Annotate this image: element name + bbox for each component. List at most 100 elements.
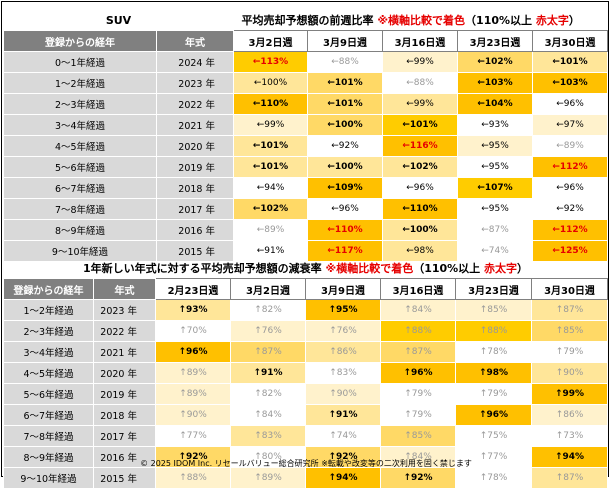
table-row: 3～4年経過 2021 年 ←99% ←100% ←101% ←93% ←97% (3, 114, 609, 136)
ratio-cell: ↑89% (155, 362, 231, 384)
ratio-cell: ←103% (531, 72, 609, 94)
ratio-cell: ↑83% (230, 425, 306, 447)
row-year-label: 2021 年 (156, 114, 234, 136)
ratio-cell: ↑90% (305, 383, 381, 405)
row-age-label: 3～4年経過 (3, 114, 157, 136)
row-year-label: 2023 年 (156, 72, 234, 94)
ratio-cell: ↑96% (380, 362, 456, 384)
ratio-cell: ↑89% (230, 467, 306, 489)
ratio-cell: ↑85% (455, 299, 532, 321)
row-year-label: 2019 年 (93, 383, 156, 405)
row-age-label: 6～7年経過 (3, 404, 94, 426)
ratio-cell: ↑82% (230, 383, 306, 405)
ratio-cell: ↑75% (455, 425, 532, 447)
ratio-cell: ↑93% (155, 299, 231, 321)
category-label: SUV (105, 13, 132, 27)
row-age-label: 5～6年経過 (3, 156, 157, 178)
ratio-cell: ←117% (307, 240, 383, 262)
ratio-cell: ←101% (233, 156, 308, 178)
column-header-date: 3月30日週 (531, 30, 609, 52)
ratio-cell: ←96% (531, 93, 609, 115)
ratio-cell: ↑77% (455, 446, 532, 468)
copyright-footer: © 2025 IDOM Inc. リセールバリュー総合研究所 ※転載や改変等の二… (140, 459, 472, 468)
table-row: 5～6年経過 2019 年 ←101% ←100% ←102% ←95% ←112% (3, 156, 609, 178)
ratio-cell: ←96% (382, 177, 458, 199)
ratio-cell: ↑88% (155, 467, 231, 489)
ratio-cell: ↑88% (455, 320, 532, 342)
column-header-date: 3月16日週 (380, 278, 456, 300)
row-age-label: 4～5年経過 (3, 135, 157, 157)
ratio-cell: ↑90% (530, 362, 609, 384)
row-year-label: 2016 年 (156, 219, 234, 241)
ratio-cell: ↑84% (380, 299, 456, 321)
ratio-cell: ↑95% (305, 299, 381, 321)
ratio-cell: ↑80% (230, 446, 306, 468)
ratio-cell: ←96% (307, 198, 383, 220)
ratio-cell: ↑87% (230, 341, 306, 363)
row-age-label: 8～9年経過 (3, 219, 157, 241)
table-row: 1～2年経過 2023 年 ←100% ←101% ←88% ←103% ←103% (3, 72, 609, 94)
table-row: 8～9年経過 2016 年 ←89% ←110% ←100% ←87% ←112% (3, 219, 609, 241)
ratio-cell: ←100% (307, 114, 383, 136)
ratio-cell: ↑76% (305, 320, 381, 342)
row-age-label: 2～3年経過 (3, 320, 94, 342)
row-age-label: 9～10年経過 (3, 240, 157, 262)
ratio-cell: ←116% (382, 135, 458, 157)
column-header-year: 年式 (156, 30, 234, 52)
section2-title-red: 赤太字 (484, 262, 518, 275)
section1-title-red: 赤太字 (535, 14, 569, 27)
table-row: 4～5年経過 2020 年 ←101% ←92% ←116% ←95% ←89% (3, 135, 609, 157)
table-row: 5～6年経過 2019 年 ↑89% ↑82% ↑90% ↑79% ↑79% ↑99% (3, 383, 609, 405)
ratio-cell: ↑92% (305, 446, 381, 468)
ratio-cell: ←89% (233, 219, 308, 241)
ratio-cell: ←101% (307, 93, 383, 115)
ratio-cell: ←110% (307, 219, 383, 241)
column-header-date: 3月16日週 (382, 30, 458, 52)
row-year-label: 2018 年 (93, 404, 156, 426)
row-year-label: 2022 年 (93, 320, 156, 342)
ratio-cell: ↑90% (155, 404, 231, 426)
ratio-cell: ↑87% (380, 341, 456, 363)
row-age-label: 2～3年経過 (3, 93, 157, 115)
ratio-cell: ←110% (233, 93, 308, 115)
table-row: 2～3年経過 2022 年 ←110% ←101% ←99% ←104% ←96% (3, 93, 609, 115)
section2-title: 1年新しい年式に対する平均売却予想額の減衰率 ※横軸比較で着色（110%以上 赤… (4, 258, 608, 279)
weekly-ratio-table: SUV 平均売却予想額の前週比率 ※横軸比較で着色（110%以上 赤太字） 登録… (3, 10, 609, 262)
ratio-cell: ↑96% (455, 404, 532, 426)
ratio-cell: ↑92% (155, 446, 231, 468)
row-age-label: 7～8年経過 (3, 198, 157, 220)
table-row: 6～7年経過 2018 年 ↑90% ↑84% ↑91% ↑79% ↑96% ↑86% (3, 404, 609, 426)
column-header-date: 3月23日週 (455, 278, 532, 300)
column-header-date: 3月9日週 (305, 278, 381, 300)
row-year-label: 2015 年 (93, 467, 156, 489)
ratio-cell: ←92% (531, 198, 609, 220)
row-year-label: 2021 年 (93, 341, 156, 363)
ratio-cell: ←107% (457, 177, 533, 199)
section1-title-paren-open: （110%以上 (465, 14, 536, 27)
ratio-cell: ←95% (457, 156, 533, 178)
ratio-cell: ←87% (457, 219, 533, 241)
table-row: 7～8年経過 2017 年 ↑77% ↑83% ↑74% ↑85% ↑75% ↑73% (3, 425, 609, 447)
column-header-age: 登録からの経年 (3, 30, 157, 52)
ratio-cell: ←92% (307, 135, 383, 157)
row-year-label: 2018 年 (156, 177, 234, 199)
ratio-cell: ←101% (382, 114, 458, 136)
ratio-cell: ↑78% (455, 341, 532, 363)
ratio-cell: ↑82% (230, 299, 306, 321)
table-row: 9～10年経過 2015 年 ←91% ←117% ←98% ←74% ←125% (3, 240, 609, 262)
ratio-cell: ↑70% (155, 320, 231, 342)
column-header-year: 年式 (93, 278, 156, 300)
section1-title: 平均売却予想額の前週比率 ※横軸比較で着色（110%以上 赤太字） (234, 10, 608, 31)
ratio-cell: ↑86% (530, 404, 609, 426)
ratio-cell: ←102% (457, 51, 533, 73)
row-age-label: 4～5年経過 (3, 362, 94, 384)
ratio-cell: ←112% (531, 219, 609, 241)
table-row: 3～4年経過 2021 年 ↑96% ↑87% ↑86% ↑87% ↑78% ↑79% (3, 341, 609, 363)
table-row: 2～3年経過 2022 年 ↑70% ↑76% ↑76% ↑88% ↑88% ↑85% (3, 320, 609, 342)
row-year-label: 2016 年 (93, 446, 156, 468)
ratio-cell: ↑85% (380, 425, 456, 447)
row-year-label: 2020 年 (93, 362, 156, 384)
column-header-date: 3月30日週 (530, 278, 609, 300)
ratio-cell: ←104% (457, 93, 533, 115)
ratio-cell: ↑99% (530, 383, 609, 405)
